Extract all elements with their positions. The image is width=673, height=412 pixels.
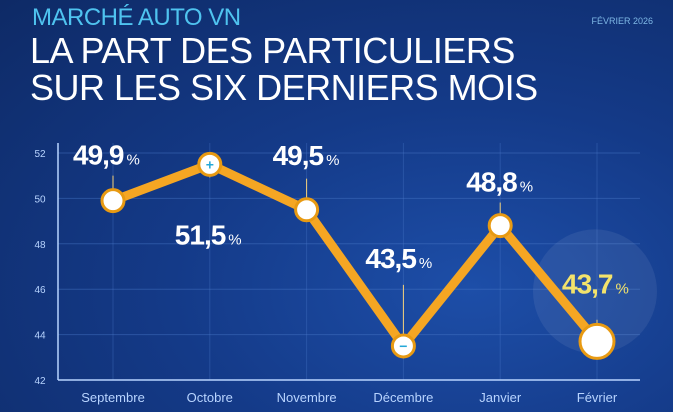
highlight-glow [533,229,657,354]
data-label: 43,5% [365,243,432,274]
data-label: 48,8% [466,167,533,198]
x-tick-label: Octobre [187,390,233,405]
data-label: 49,9% [73,140,140,171]
data-point [100,188,126,214]
y-tick-label: 50 [34,194,46,205]
title-line-2: SUR LES SIX DERNIERS MOIS [30,67,538,108]
data-label: 51,5% [175,219,242,250]
x-tick-label: Février [577,390,618,405]
x-tick-label: Janvier [479,390,522,405]
y-tick-label: 44 [34,331,46,342]
y-tick-label: 52 [34,149,46,160]
data-point [487,213,513,239]
data-point [197,151,223,177]
data-point [294,197,320,223]
y-tick-label: 48 [34,240,46,251]
data-point [390,333,416,359]
header-date: FÉVRIER 2026 [591,16,653,26]
data-point [578,322,616,360]
y-tick-label: 46 [34,285,46,296]
title-line-1: LA PART DES PARTICULIERS [30,30,515,71]
header-kicker: MARCHÉ AUTO VN [32,4,241,31]
data-point-marker: − [399,338,407,354]
data-label: 43,7% [562,268,629,299]
page-title: LA PART DES PARTICULIERS SUR LES SIX DER… [30,32,538,106]
x-tick-label: Novembre [277,390,337,405]
series-line [111,159,601,351]
data-point-marker: + [206,156,214,172]
data-label: 49,5% [273,140,340,171]
x-tick-label: Décembre [373,390,433,405]
y-tick-label: 42 [34,376,46,387]
x-tick-label: Septembre [81,390,145,405]
